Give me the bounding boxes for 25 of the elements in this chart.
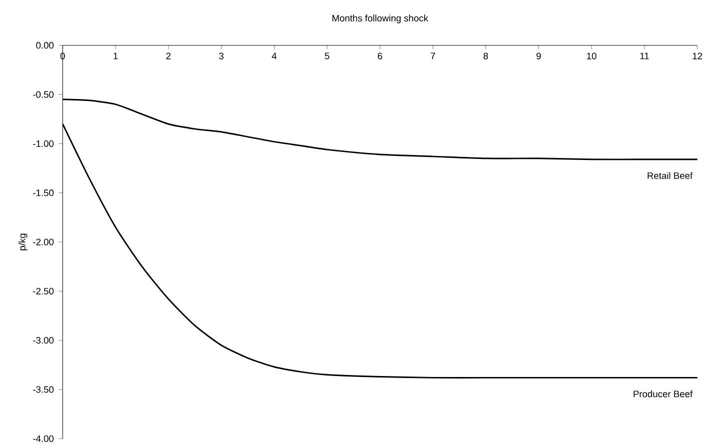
x-tick-label: 2 <box>166 52 171 60</box>
y-tick-label: -3.00 <box>33 337 54 344</box>
series-label: Producer Beef <box>634 390 693 398</box>
x-tick-label: 8 <box>484 52 488 60</box>
x-tick-label: 6 <box>378 52 382 60</box>
y-tick-label: -0.50 <box>33 91 54 98</box>
x-tick-label: 12 <box>692 52 702 60</box>
x-tick-label: 9 <box>536 52 541 60</box>
y-tick-label: -3.50 <box>33 386 54 393</box>
x-tick-label: 7 <box>430 52 436 60</box>
y-tick-label: -2.00 <box>33 238 54 246</box>
y-tick-label: -1.00 <box>33 140 54 147</box>
x-tick-label: 4 <box>272 52 277 60</box>
y-tick-label: -4.00 <box>33 435 54 442</box>
x-tick-label: 3 <box>219 52 224 60</box>
y-tick-label: -1.50 <box>33 190 54 196</box>
x-tick-label: 1 <box>114 52 118 60</box>
y-tick-label: 0.00 <box>36 42 54 49</box>
series-label: Retail Beef <box>648 172 693 179</box>
x-tick-label: 5 <box>324 52 330 60</box>
y-tick-label: -2.50 <box>33 288 54 294</box>
x-tick-label: 10 <box>587 52 596 60</box>
x-tick-label: 11 <box>640 52 649 60</box>
y-axis-title: p/kg <box>18 234 28 250</box>
x-axis-title: Months following shock <box>332 14 428 24</box>
